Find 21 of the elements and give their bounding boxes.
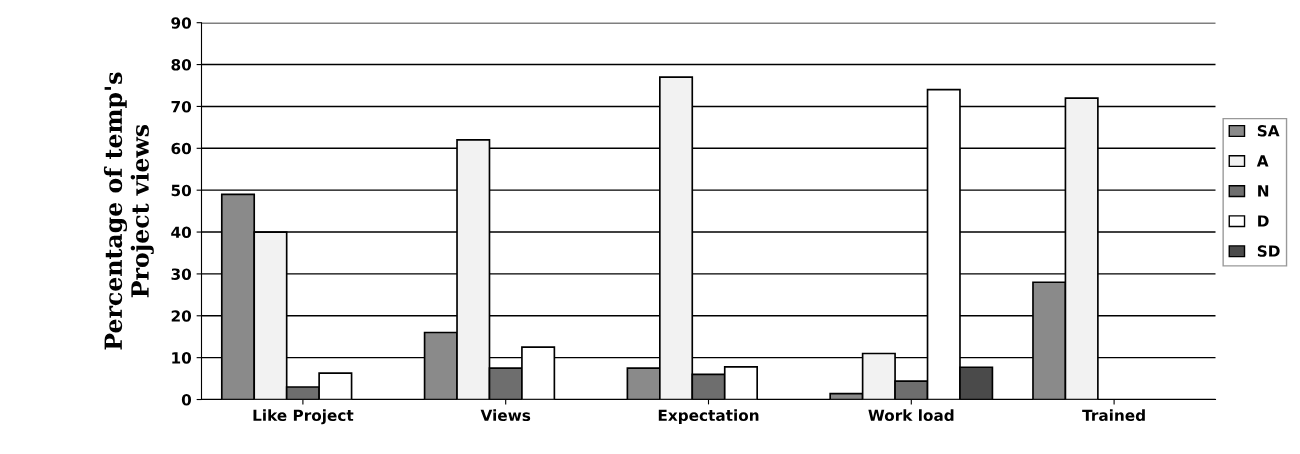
legend-label: A xyxy=(1256,155,1269,167)
x-tick-label: Trained xyxy=(1082,409,1145,422)
x-tick-label: Expectation xyxy=(658,409,759,425)
x-tick-label: Views xyxy=(480,409,531,422)
y-tick-label: 90 xyxy=(171,17,192,29)
y-tick-label: 30 xyxy=(171,268,192,280)
y-tick-label: 40 xyxy=(171,226,192,239)
y-tick-label: 80 xyxy=(171,59,192,71)
y-tick-label: 50 xyxy=(171,184,192,197)
x-tick-label: Work load xyxy=(868,409,954,422)
y-axis-title: Percentage of temp's Project views xyxy=(103,72,154,350)
legend-label: D xyxy=(1258,215,1269,227)
legend-label: N xyxy=(1258,185,1269,197)
y-tick-label: 70 xyxy=(171,100,192,113)
y-tick-label: 60 xyxy=(171,142,192,155)
y-tick-label: 10 xyxy=(172,352,192,364)
legend-label: SA xyxy=(1257,125,1280,137)
legend-label: SD xyxy=(1257,245,1280,257)
y-tick-label: 0 xyxy=(181,393,192,406)
x-tick-label: Like Project xyxy=(253,409,354,425)
y-tick-label: 20 xyxy=(171,310,192,322)
